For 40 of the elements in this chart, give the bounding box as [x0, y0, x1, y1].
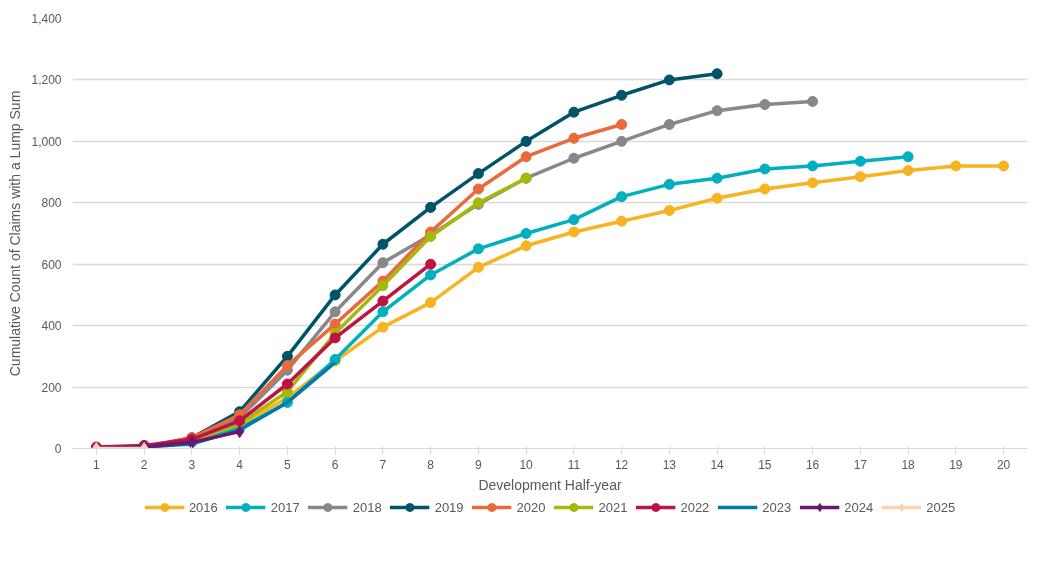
x-tick-label: 12 — [614, 457, 629, 472]
legend-label: 2025 — [926, 499, 956, 515]
legend-label: 2022 — [680, 499, 710, 515]
y-tick-label: 0 — [54, 442, 62, 456]
y-tick-label: 1,200 — [31, 73, 62, 88]
y-tick-label: 600 — [41, 257, 62, 272]
y-tick-label: 1,400 — [31, 12, 62, 26]
legend-label: 2023 — [762, 499, 792, 515]
x-tick-label: 10 — [519, 457, 534, 472]
x-tick-label: 19 — [949, 457, 963, 472]
legend-label: 2024 — [844, 499, 874, 515]
x-tick-label: 2 — [140, 457, 148, 472]
x-tick-label: 14 — [710, 457, 725, 472]
x-tick-label: 13 — [662, 457, 677, 472]
legend-label: 2017 — [270, 499, 300, 515]
x-tick-label: 17 — [853, 457, 868, 472]
x-tick-label: 15 — [758, 457, 772, 472]
legend-label: 2019 — [434, 499, 464, 515]
x-tick-label: 9 — [475, 457, 483, 472]
x-tick-label: 20 — [996, 457, 1011, 472]
x-tick-label: 4 — [236, 457, 244, 472]
x-tick-label: 8 — [427, 457, 435, 472]
x-tick-label: 3 — [188, 457, 196, 472]
x-tick-label: 16 — [805, 457, 820, 472]
x-tick-label: 11 — [567, 457, 581, 472]
y-tick-label: 800 — [41, 196, 62, 211]
y-tick-label: 1,000 — [31, 134, 62, 149]
legend-label: 2018 — [352, 499, 382, 515]
x-tick-label: 1 — [93, 457, 101, 472]
x-tick-label: 5 — [284, 457, 292, 472]
legend-label: 2016 — [188, 499, 218, 515]
x-tick-label: 7 — [379, 457, 387, 472]
x-tick-label: 18 — [901, 457, 916, 472]
y-axis-title: Cumulative Count of Claims with a Lump Sum — [7, 90, 24, 377]
legend-label: 2020 — [516, 499, 546, 515]
legend-label: 2021 — [598, 499, 628, 515]
x-axis-title: Development Half-year — [478, 476, 622, 493]
y-tick-label: 200 — [41, 380, 62, 395]
x-tick-label: 6 — [331, 457, 339, 472]
y-tick-label: 400 — [41, 319, 62, 334]
